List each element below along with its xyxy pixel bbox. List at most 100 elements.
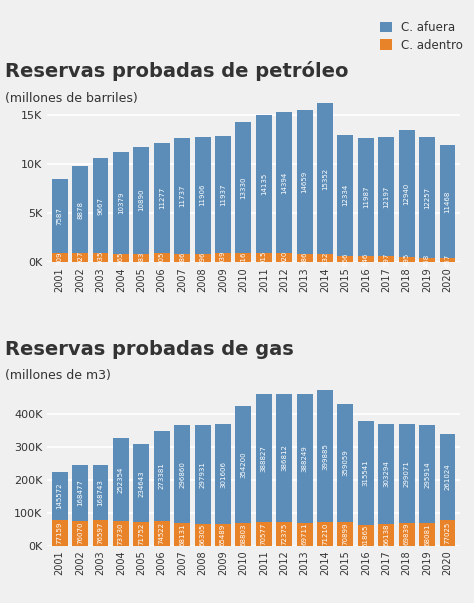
Text: 14135: 14135 [261, 173, 267, 195]
Text: 666: 666 [342, 252, 348, 266]
Bar [72, 520, 88, 546]
Bar [256, 522, 272, 546]
Bar [113, 438, 129, 522]
Text: (millones de barriles): (millones de barriles) [5, 92, 137, 105]
Bar [133, 444, 149, 522]
Bar [92, 520, 109, 546]
Bar [378, 137, 394, 256]
Bar [195, 253, 210, 262]
Text: 71752: 71752 [138, 523, 144, 545]
Text: 495: 495 [404, 253, 410, 267]
Text: 70577: 70577 [261, 523, 267, 545]
Bar [419, 523, 435, 546]
Text: 916: 916 [240, 251, 246, 265]
Bar [215, 425, 231, 524]
Text: Reservas probadas de petróleo: Reservas probadas de petróleo [5, 62, 348, 81]
Bar [358, 256, 374, 262]
Bar [215, 253, 231, 262]
Text: 865: 865 [118, 251, 124, 265]
Text: 11937: 11937 [220, 183, 226, 206]
Text: 646: 646 [363, 253, 369, 266]
Bar [113, 522, 129, 546]
Bar [215, 524, 231, 546]
Bar [439, 145, 456, 258]
Text: 9667: 9667 [98, 197, 103, 215]
Bar [337, 403, 354, 522]
Bar [72, 253, 88, 262]
Text: 66305: 66305 [200, 523, 206, 546]
Text: 72375: 72375 [281, 523, 287, 545]
Text: 61865: 61865 [363, 524, 369, 547]
Text: 70899: 70899 [342, 523, 348, 545]
Text: 66138: 66138 [383, 523, 389, 546]
Text: 252354: 252354 [118, 467, 124, 493]
Bar [256, 394, 272, 522]
Text: 168477: 168477 [77, 479, 83, 506]
Text: 927: 927 [77, 251, 83, 265]
Text: 7587: 7587 [57, 207, 63, 225]
Bar [317, 254, 333, 262]
Text: 915: 915 [261, 251, 267, 265]
Bar [337, 522, 354, 546]
Text: 457: 457 [445, 253, 450, 267]
Bar [113, 152, 129, 254]
Bar [133, 522, 149, 546]
Bar [92, 158, 109, 253]
Text: 14394: 14394 [281, 171, 287, 194]
Text: 74522: 74522 [159, 522, 165, 545]
Bar [72, 166, 88, 253]
Text: 68803: 68803 [240, 523, 246, 546]
Bar [52, 520, 68, 546]
Bar [358, 525, 374, 546]
Bar [337, 256, 354, 262]
Text: Reservas probadas de gas: Reservas probadas de gas [5, 339, 293, 359]
Text: 68081: 68081 [424, 523, 430, 546]
Text: 11277: 11277 [159, 187, 165, 209]
Text: 909: 909 [57, 251, 63, 265]
Bar [52, 253, 68, 262]
Bar [419, 426, 435, 523]
Text: 69839: 69839 [404, 523, 410, 546]
Bar [92, 465, 109, 520]
Bar [195, 425, 210, 524]
Text: 597: 597 [383, 253, 389, 266]
Text: 12197: 12197 [383, 185, 389, 208]
Text: 299071: 299071 [404, 459, 410, 487]
Text: 303294: 303294 [383, 460, 389, 487]
Bar [113, 254, 129, 262]
Bar [195, 137, 210, 253]
Text: 354200: 354200 [240, 451, 246, 478]
Text: 12257: 12257 [424, 186, 430, 209]
Text: 386812: 386812 [281, 444, 287, 472]
Bar [52, 472, 68, 520]
Text: 69711: 69711 [301, 523, 308, 546]
Bar [439, 258, 456, 262]
Text: 896: 896 [200, 251, 206, 265]
Text: 886: 886 [179, 251, 185, 265]
Bar [236, 523, 251, 546]
Bar [399, 257, 415, 262]
Text: 234643: 234643 [138, 470, 144, 496]
Bar [236, 253, 251, 262]
Text: 886: 886 [301, 251, 308, 265]
Bar [276, 394, 292, 522]
Text: 11468: 11468 [445, 191, 450, 213]
Text: 11737: 11737 [179, 185, 185, 207]
Bar [378, 424, 394, 524]
Bar [317, 390, 333, 522]
Text: 399885: 399885 [322, 443, 328, 470]
Bar [72, 465, 88, 520]
Text: 935: 935 [98, 251, 103, 264]
Bar [215, 136, 231, 253]
Text: 273381: 273381 [159, 463, 165, 490]
Bar [297, 110, 312, 254]
Text: 77159: 77159 [57, 522, 63, 544]
Text: 14659: 14659 [301, 171, 308, 193]
Bar [378, 524, 394, 546]
Text: 77025: 77025 [445, 522, 450, 544]
Text: 76070: 76070 [77, 522, 83, 545]
Legend: C. afuera, C. adentro: C. afuera, C. adentro [380, 21, 464, 52]
Text: 68131: 68131 [179, 523, 185, 546]
Text: 261024: 261024 [445, 464, 450, 490]
Text: 71210: 71210 [322, 523, 328, 545]
